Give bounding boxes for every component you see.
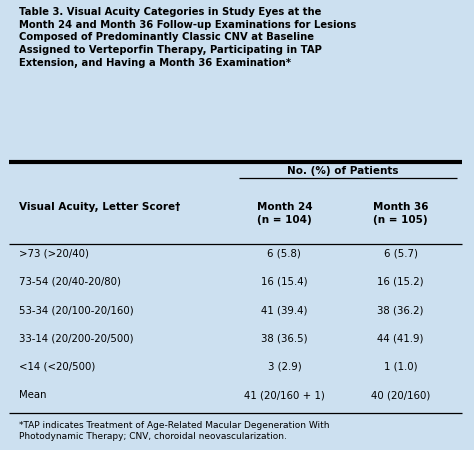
Text: 6 (5.8): 6 (5.8) <box>267 248 301 258</box>
Text: Month 36
(n = 105): Month 36 (n = 105) <box>373 202 428 225</box>
Text: 3 (2.9): 3 (2.9) <box>267 362 301 372</box>
Text: 44 (41.9): 44 (41.9) <box>377 333 424 343</box>
Text: *TAP indicates Treatment of Age-Related Macular Degeneration With
Photodynamic T: *TAP indicates Treatment of Age-Related … <box>19 421 329 441</box>
Text: 40 (20/160): 40 (20/160) <box>371 390 430 400</box>
Text: >73 (>20/40): >73 (>20/40) <box>19 248 89 258</box>
Text: Table 3. Visual Acuity Categories in Study Eyes at the
Month 24 and Month 36 Fol: Table 3. Visual Acuity Categories in Stu… <box>19 7 356 68</box>
Text: 38 (36.5): 38 (36.5) <box>261 333 308 343</box>
Text: Month 24
(n = 104): Month 24 (n = 104) <box>256 202 312 225</box>
Text: 33-14 (20/200-20/500): 33-14 (20/200-20/500) <box>19 333 134 343</box>
Text: 38 (36.2): 38 (36.2) <box>377 305 424 315</box>
Text: 1 (1.0): 1 (1.0) <box>384 362 417 372</box>
Text: Visual Acuity, Letter Score†: Visual Acuity, Letter Score† <box>19 202 180 212</box>
Text: No. (%) of Patients: No. (%) of Patients <box>287 166 398 176</box>
Text: 16 (15.2): 16 (15.2) <box>377 277 424 287</box>
Text: 41 (20/160 + 1): 41 (20/160 + 1) <box>244 390 325 400</box>
Text: <14 (<20/500): <14 (<20/500) <box>19 362 95 372</box>
Text: Mean: Mean <box>19 390 46 400</box>
Text: 6 (5.7): 6 (5.7) <box>383 248 418 258</box>
Text: 53-34 (20/100-20/160): 53-34 (20/100-20/160) <box>19 305 134 315</box>
Text: 16 (15.4): 16 (15.4) <box>261 277 308 287</box>
Text: 73-54 (20/40-20/80): 73-54 (20/40-20/80) <box>19 277 121 287</box>
Text: 41 (39.4): 41 (39.4) <box>261 305 308 315</box>
